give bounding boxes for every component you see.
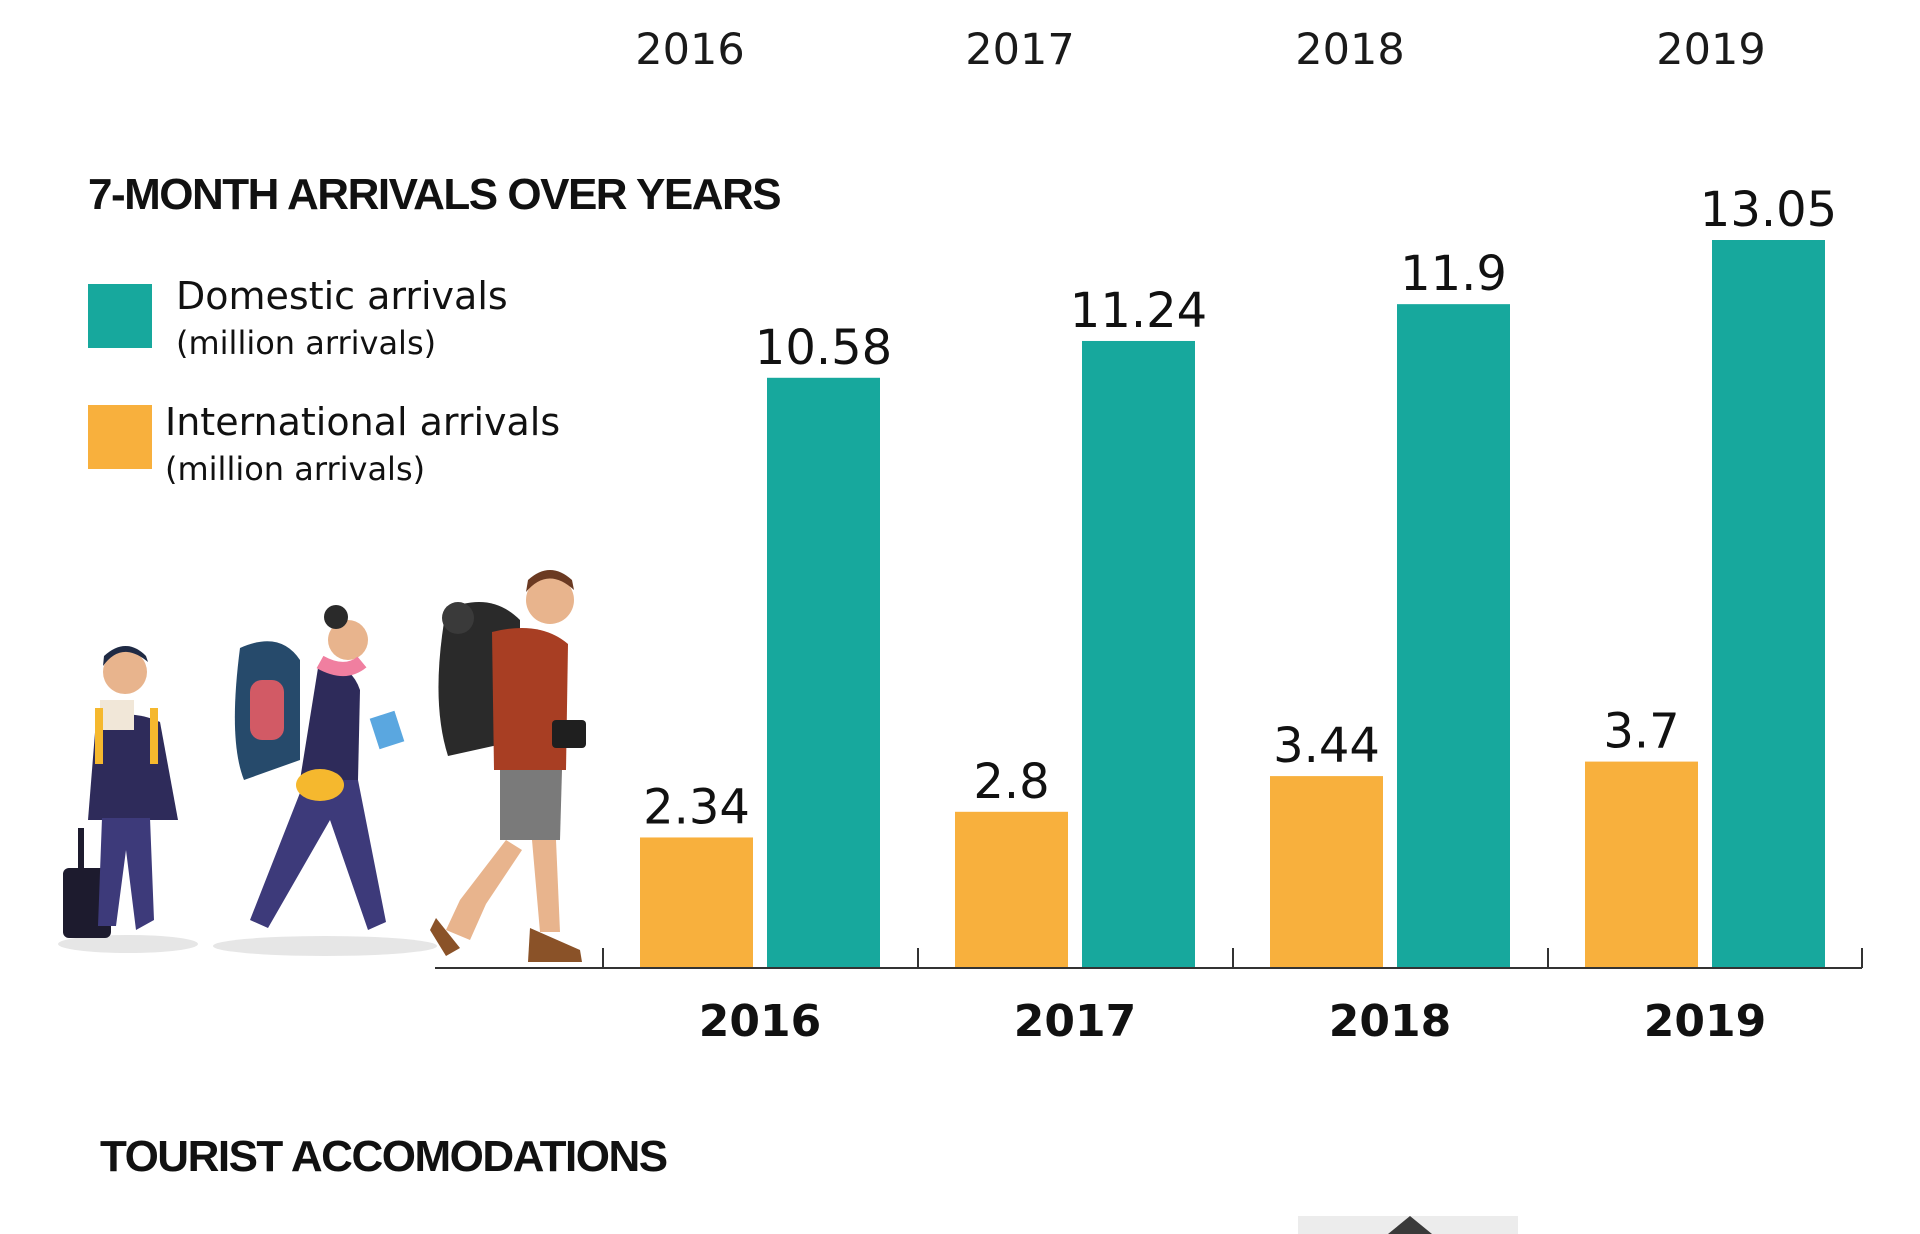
bar-value-label-international-2016: 2.34	[643, 779, 750, 835]
bar-international-2019	[1585, 761, 1698, 968]
bar-domestic-2018	[1397, 304, 1510, 968]
x-tick-label-2016: 2016	[699, 996, 821, 1047]
bar-value-label-domestic-2016: 10.58	[755, 320, 892, 376]
travelers-illustration-icon	[58, 570, 586, 962]
top-year-2019: 2019	[1656, 25, 1766, 75]
bar-domestic-2019	[1712, 240, 1825, 968]
legend-label-international: International arrivals	[165, 400, 561, 444]
legend-unit-domestic: (million arrivals)	[176, 324, 437, 362]
bar-value-label-domestic-2018: 11.9	[1400, 246, 1507, 302]
bar-domestic-2016	[767, 377, 880, 968]
bar-value-label-domestic-2017: 11.24	[1070, 283, 1207, 339]
bar-international-2017	[955, 811, 1068, 968]
bar-value-label-international-2017: 2.8	[973, 754, 1049, 810]
legend-swatch-international	[88, 405, 152, 469]
bar-international-2018	[1270, 776, 1383, 968]
top-year-2017: 2017	[965, 25, 1075, 75]
x-tick-label-2017: 2017	[1014, 996, 1136, 1047]
bar-domestic-2017	[1082, 340, 1195, 968]
bar-value-label-international-2019: 3.7	[1603, 704, 1679, 760]
bar-value-label-international-2018: 3.44	[1273, 718, 1380, 774]
bar-chart: 2.34 10.58 2.8 11.24 3.44 11.9 3.7 13.05 2016 20…	[435, 182, 1863, 1047]
legend-unit-international: (million arrivals)	[165, 450, 426, 488]
top-year-2016: 2016	[635, 25, 745, 75]
up-arrow-icon	[1388, 1216, 1432, 1234]
bar-value-label-domestic-2019: 13.05	[1700, 182, 1837, 238]
x-tick-label-2019: 2019	[1644, 996, 1766, 1047]
top-year-2018: 2018	[1295, 25, 1405, 75]
bar-international-2016	[640, 837, 753, 968]
legend-label-domestic: Domestic arrivals	[176, 274, 508, 318]
x-tick-label-2018: 2018	[1329, 996, 1451, 1047]
section-title-accommodations: TOURIST ACCOMODATIONS	[100, 1132, 668, 1181]
legend-swatch-domestic	[88, 284, 152, 348]
chart-title: 7-MONTH ARRIVALS OVER YEARS	[88, 170, 782, 219]
